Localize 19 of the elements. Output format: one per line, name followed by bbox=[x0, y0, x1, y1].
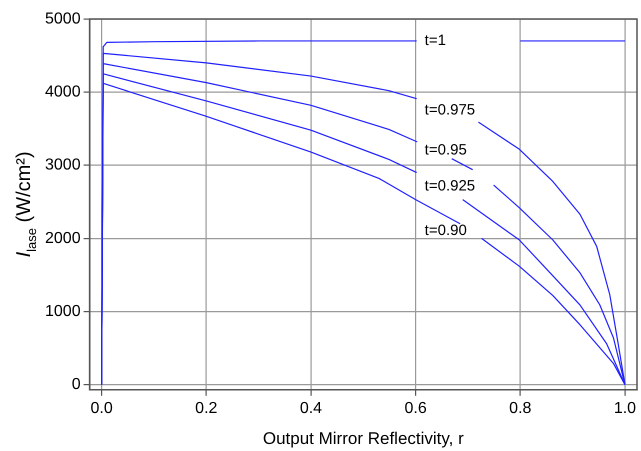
y-tick-label: 4000 bbox=[45, 84, 81, 101]
series-label: t=0.975 bbox=[424, 102, 476, 119]
y-tick-label: 1000 bbox=[45, 302, 81, 320]
x-tick-label: 0.0 bbox=[90, 400, 113, 417]
x-tick-label: 0.4 bbox=[300, 400, 322, 417]
y-tick-label: 3000 bbox=[45, 156, 81, 174]
y-tick-label: 2000 bbox=[45, 230, 81, 247]
x-tick-label: 1.0 bbox=[614, 400, 636, 417]
series-label: t=0.95 bbox=[424, 141, 467, 158]
x-tick-label: 0.6 bbox=[404, 400, 427, 417]
series-label: t=0.90 bbox=[424, 222, 467, 240]
series-label: t=0.925 bbox=[424, 177, 476, 194]
x-tick-label: 0.8 bbox=[509, 400, 532, 417]
y-axis-title: Ilase (W/cm²) bbox=[13, 151, 39, 258]
series-label: t=1 bbox=[424, 32, 446, 50]
y-tick-label: 5000 bbox=[45, 10, 81, 28]
x-tick-label: 0.2 bbox=[195, 400, 218, 417]
y-tick-label: 0 bbox=[72, 376, 81, 394]
x-axis-title: Output Mirror Reflectivity, r bbox=[262, 429, 464, 448]
